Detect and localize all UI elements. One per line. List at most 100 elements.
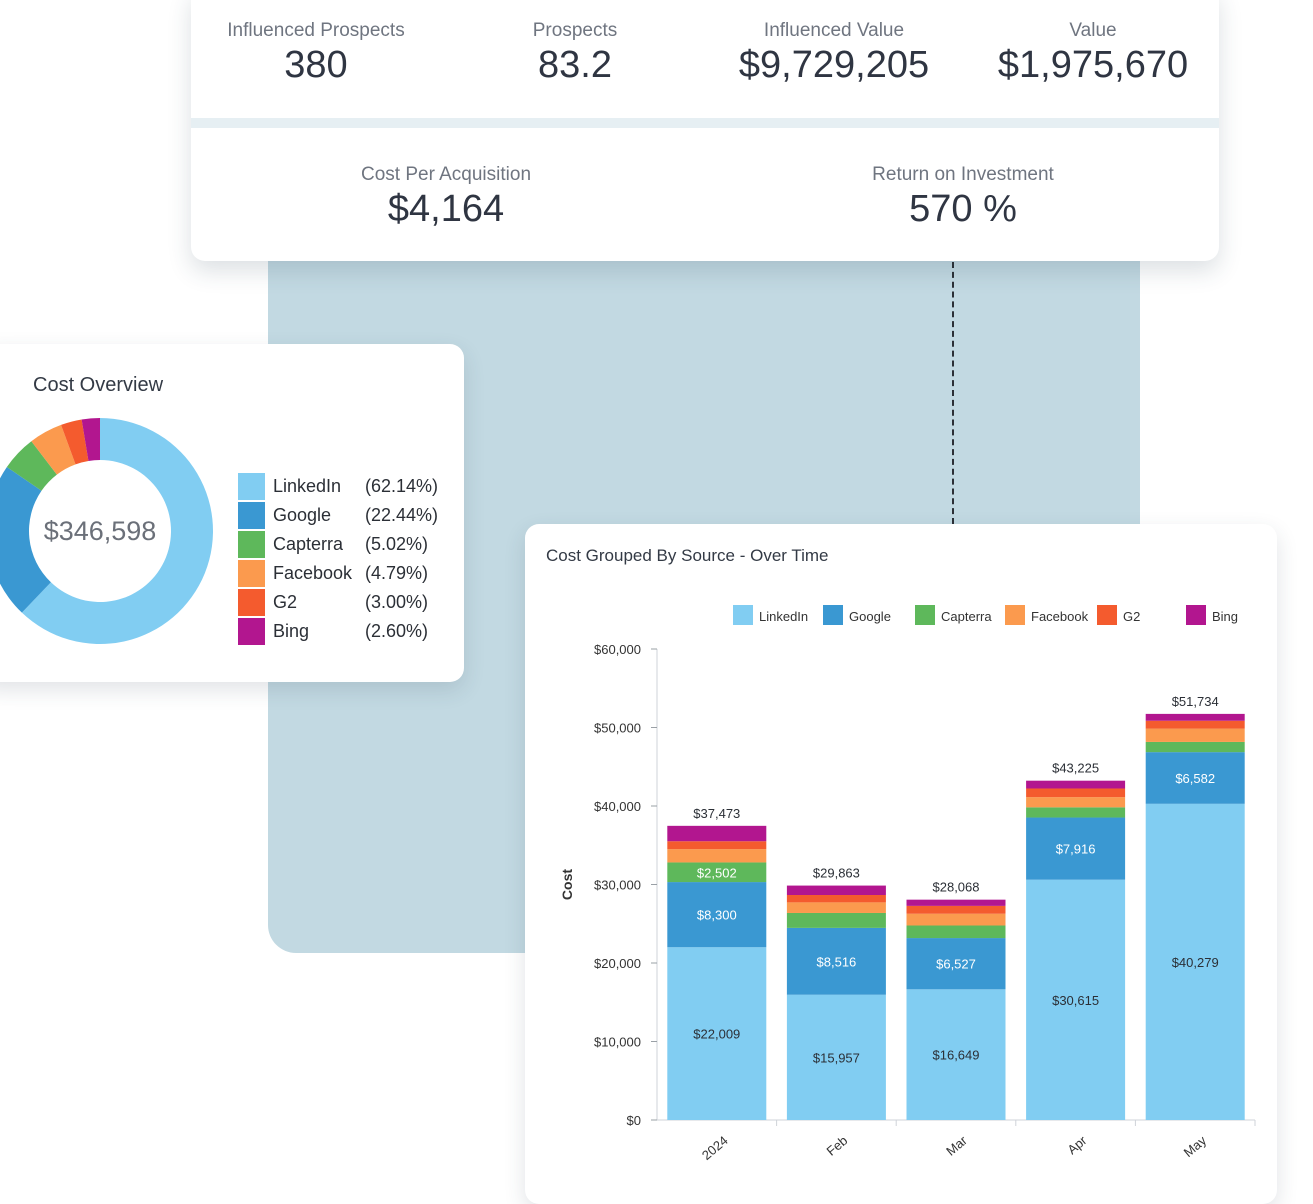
kpi-influenced-prospects: Influenced Prospects 380 (227, 20, 404, 87)
legend-item-linkedin[interactable]: LinkedIn (62.14%) (238, 472, 439, 500)
bar-segment-google[interactable] (667, 882, 767, 948)
legend-item-g2[interactable]: G2 (3.00%) (238, 588, 428, 616)
bar-legend-item-linkedin[interactable]: LinkedIn (733, 605, 808, 625)
bar-segment-label: $7,916 (1056, 842, 1096, 857)
kpi-cost-per-acquisition: Cost Per Acquisition $4,164 (361, 164, 531, 231)
kpi-divider (191, 118, 1219, 128)
bar-segment-g2[interactable] (786, 894, 886, 903)
y-tick-label: $0 (627, 1113, 641, 1128)
bar-group-may[interactable]: $40,279 $6,582 $51,734 (1145, 694, 1245, 1120)
bar-segment-capterra[interactable] (667, 862, 767, 883)
bar-legend-item-bing[interactable]: Bing (1186, 605, 1238, 625)
kpi-label: Prospects (532, 20, 618, 41)
legend-item-capterra[interactable]: Capterra (5.02%) (238, 530, 428, 558)
bar-segment-label: $40,279 (1172, 955, 1219, 970)
donut-slice-google[interactable] (0, 466, 51, 613)
legend-item-google[interactable]: Google (22.44%) (238, 501, 439, 529)
bar-total-label: $43,225 (1052, 761, 1099, 776)
bar-legend-item-g2[interactable]: G2 (1097, 605, 1140, 625)
donut-slice-g2[interactable] (61, 419, 89, 465)
kpi-influenced-value: Influenced Value $9,729,205 (739, 20, 929, 87)
cost-by-source-title: Cost Grouped By Source - Over Time (546, 546, 829, 565)
bar-segment-bing[interactable] (1145, 713, 1245, 721)
bar-segment-bing[interactable] (667, 825, 767, 842)
bar-segment-linkedin[interactable] (906, 989, 1006, 1120)
legend-label: Capterra (273, 533, 344, 554)
donut-slice-facebook[interactable] (31, 424, 76, 475)
kpi-label: Cost Per Acquisition (360, 164, 532, 185)
dashed-marker-line (952, 262, 954, 524)
y-tick-label: $20,000 (594, 956, 641, 971)
bar-legend-item-facebook[interactable]: Facebook (1005, 605, 1089, 625)
kpi-value: 570 % (909, 188, 1017, 230)
bar-segment-g2[interactable] (667, 841, 767, 850)
donut-slice-linkedin[interactable] (21, 418, 213, 644)
legend-item-facebook[interactable]: Facebook (4.79%) (238, 559, 428, 587)
donut-slice-capterra[interactable] (6, 441, 57, 491)
bar-segment-bing[interactable] (1026, 780, 1126, 789)
bar-segment-google[interactable] (786, 927, 886, 995)
legend-item-bing[interactable]: Bing (2.60%) (238, 617, 429, 645)
kpi-value: $1,975,670 (997, 44, 1189, 86)
bar-legend-item-google[interactable]: Google (823, 605, 891, 625)
bar-segment-facebook[interactable] (1026, 797, 1126, 808)
bar-segment-google[interactable] (1026, 817, 1126, 880)
cost-overview-title: Cost Overview (33, 374, 164, 396)
bar-segment-label: $6,582 (1175, 771, 1215, 786)
bar-segment-bing[interactable] (786, 885, 886, 895)
kpi-value: 380 (284, 44, 348, 86)
bar-segment-label: $22,009 (693, 1027, 740, 1042)
bar-total-label: $51,734 (1172, 694, 1219, 709)
bar-segment-label: $8,516 (817, 954, 857, 969)
bar-segment-capterra[interactable] (906, 925, 1006, 939)
bar-segment-bing[interactable] (906, 899, 1006, 906)
bar-segment-linkedin[interactable] (667, 947, 767, 1120)
legend-swatch (238, 530, 265, 558)
kpi-roi: Return on Investment 570 % (872, 164, 1054, 231)
legend-percent: (2.60%) (365, 620, 429, 641)
bar-total-label: $29,863 (813, 866, 860, 881)
bar-segment-capterra[interactable] (1026, 807, 1126, 818)
bar-segment-linkedin[interactable] (786, 994, 886, 1120)
bar-segment-g2[interactable] (1026, 788, 1126, 798)
bar-legend-label: G2 (1123, 609, 1140, 624)
stacked-bar-chart: LinkedIn Google Capterra Facebook G2 Bing $0 $1… (559, 605, 1256, 1163)
bar-legend-label: Capterra (941, 609, 992, 624)
bar-segment-capterra[interactable] (786, 912, 886, 928)
donut-chart: $346,598 (0, 418, 213, 644)
bar-segment-facebook[interactable] (1145, 728, 1245, 742)
bar-segment-google[interactable] (1145, 752, 1245, 804)
bar-total-label: $37,473 (693, 806, 740, 821)
kpi-label: Influenced Prospects (227, 20, 405, 41)
cost-overview-card: Cost Overview $346,598 LinkedIn (62.14%) G… (0, 344, 464, 682)
bar-segment-facebook[interactable] (667, 849, 767, 863)
x-tick-label: May (1181, 1132, 1210, 1160)
kpi-card: Influenced Prospects 380 Prospects 83.2 … (191, 0, 1219, 261)
legend-label: Google (273, 504, 332, 525)
bar-legend-item-capterra[interactable]: Capterra (915, 605, 992, 625)
bar-legend-swatch (823, 605, 843, 625)
bar-legend-swatch (1097, 605, 1117, 625)
bar-segment-g2[interactable] (906, 905, 1006, 914)
bar-group-2024[interactable]: $22,009 $8,300 $2,502 $37,473 (667, 806, 767, 1120)
legend-swatch (238, 472, 265, 500)
bar-segment-google[interactable] (906, 938, 1006, 990)
bar-segment-linkedin[interactable] (1026, 879, 1126, 1120)
donut-slice-bing[interactable] (81, 418, 100, 461)
legend-swatch (238, 501, 265, 529)
bar-segment-g2[interactable] (1145, 720, 1245, 729)
bar-group-apr[interactable]: $30,615 $7,916 $43,225 (1026, 761, 1126, 1120)
legend-swatch (238, 588, 265, 616)
bar-segment-capterra[interactable] (1145, 741, 1245, 753)
legend-label: Bing (273, 620, 310, 641)
legend-percent: (62.14%) (365, 475, 439, 496)
bar-segment-label: $6,527 (936, 957, 976, 972)
bar-group-feb[interactable]: $15,957 $8,516 $29,863 (786, 866, 886, 1120)
legend-percent: (22.44%) (365, 504, 439, 525)
bar-group-mar[interactable]: $16,649 $6,527 $28,068 (906, 880, 1006, 1120)
y-tick-label: $10,000 (594, 1035, 641, 1050)
bar-segment-facebook[interactable] (906, 913, 1006, 926)
bar-segment-linkedin[interactable] (1145, 803, 1245, 1120)
kpi-prospects: Prospects 83.2 (533, 20, 617, 87)
bar-segment-facebook[interactable] (786, 902, 886, 913)
